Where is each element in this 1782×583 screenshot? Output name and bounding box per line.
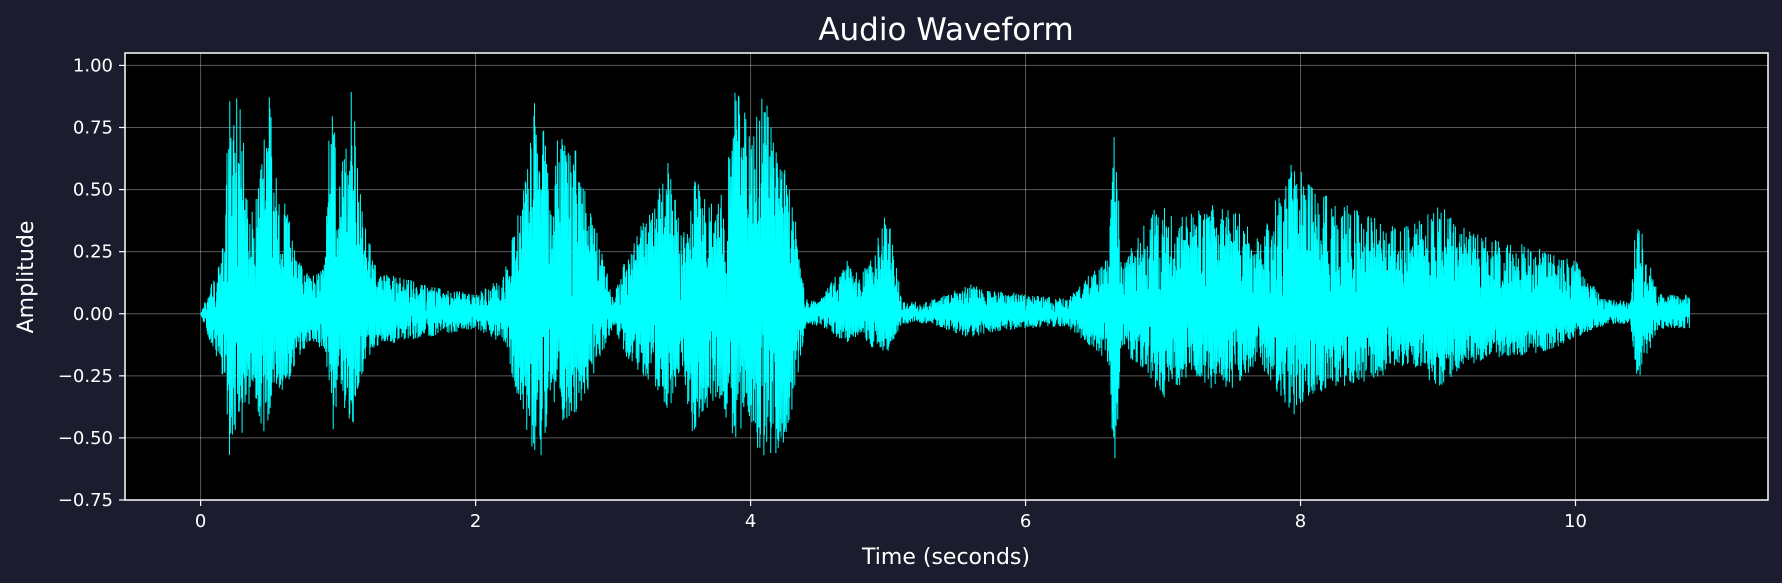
y-tick-label: 0.50 [73,180,113,201]
x-tick-label: 0 [195,511,206,532]
y-tick-label: 0.75 [73,118,113,139]
y-axis-title: Amplitude [14,221,39,334]
x-tick-label: 8 [1295,511,1306,532]
x-tick-label: 10 [1564,511,1587,532]
x-tick-label: 4 [745,511,756,532]
x-axis-ticks: 0 2 4 6 8 10 [195,500,1587,532]
x-axis-title: Time (seconds) [861,545,1030,570]
plot-area [125,53,1768,500]
y-tick-label: −0.25 [58,366,113,387]
chart-title: Audio Waveform [818,12,1073,48]
x-tick-label: 6 [1020,511,1031,532]
y-tick-label: 0.25 [73,242,113,263]
y-tick-label: −0.75 [58,490,113,511]
x-tick-label: 2 [470,511,481,532]
y-tick-label: −0.50 [58,428,113,449]
plot-frame [124,52,1769,501]
y-axis-ticks: −0.75 −0.50 −0.25 0.00 0.25 0.50 0.75 1.00 [58,55,125,511]
y-tick-label: 0.00 [73,304,113,325]
waveform-series [200,91,1691,459]
waveform-line [200,91,1691,459]
y-tick-label: 1.00 [73,55,113,76]
